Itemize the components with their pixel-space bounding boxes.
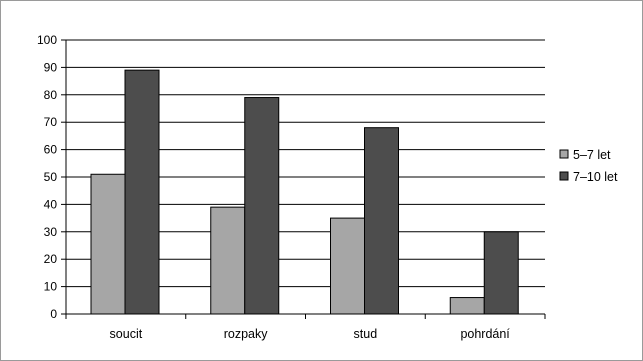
bar-series1-3 — [449, 297, 485, 315]
bar-series2-2 — [364, 127, 399, 315]
bars — [90, 69, 519, 315]
y-tick-label: 100 — [37, 33, 57, 47]
y-tick-label: 50 — [44, 170, 58, 184]
y-tick-label: 40 — [44, 197, 58, 211]
y-tick-label: 60 — [44, 143, 58, 157]
x-category-label: stud — [354, 327, 378, 341]
y-tick-label: 0 — [50, 307, 57, 321]
bar-series1-1 — [210, 206, 246, 315]
axes — [61, 39, 546, 319]
x-category-label: pohrdání — [460, 327, 510, 341]
bar-series2-0 — [124, 69, 160, 315]
y-tick-label: 20 — [44, 252, 58, 266]
legend-label: 7–10 let — [573, 170, 618, 184]
legend-swatch — [559, 149, 569, 159]
bar-series2-1 — [244, 97, 280, 315]
y-tick-labels: 0 10 20 30 40 50 60 70 80 90 100 — [37, 33, 57, 321]
y-tick-label: 10 — [44, 280, 58, 294]
legend: 5–7 let 7–10 let — [559, 148, 618, 184]
bar-series1-0 — [90, 173, 126, 315]
y-tick-label: 30 — [44, 225, 58, 239]
x-category-label: soucit — [110, 327, 143, 341]
legend-swatch — [559, 171, 569, 181]
y-tick-label: 80 — [44, 88, 58, 102]
legend-label: 5–7 let — [573, 148, 611, 162]
bar-series1-2 — [330, 217, 365, 315]
bar-series2-3 — [483, 231, 519, 315]
y-tick-label: 70 — [44, 115, 58, 129]
x-category-labels: soucit rozpaky stud pohrdání — [110, 327, 511, 341]
y-tick-label: 90 — [44, 60, 58, 74]
x-category-label: rozpaky — [224, 327, 269, 341]
